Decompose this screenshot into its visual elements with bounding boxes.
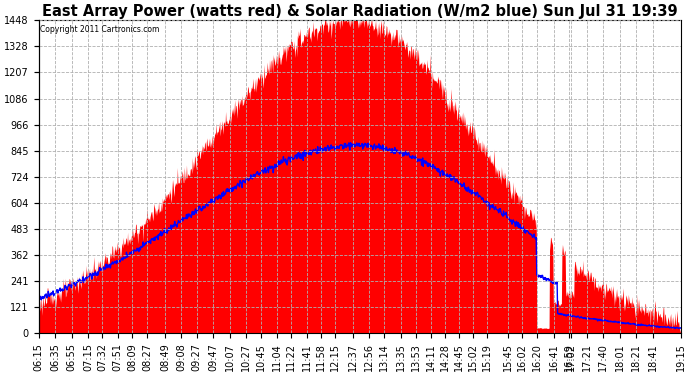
Text: Copyright 2011 Cartronics.com: Copyright 2011 Cartronics.com (40, 25, 159, 34)
Title: East Array Power (watts red) & Solar Radiation (W/m2 blue) Sun Jul 31 19:39: East Array Power (watts red) & Solar Rad… (42, 4, 678, 19)
